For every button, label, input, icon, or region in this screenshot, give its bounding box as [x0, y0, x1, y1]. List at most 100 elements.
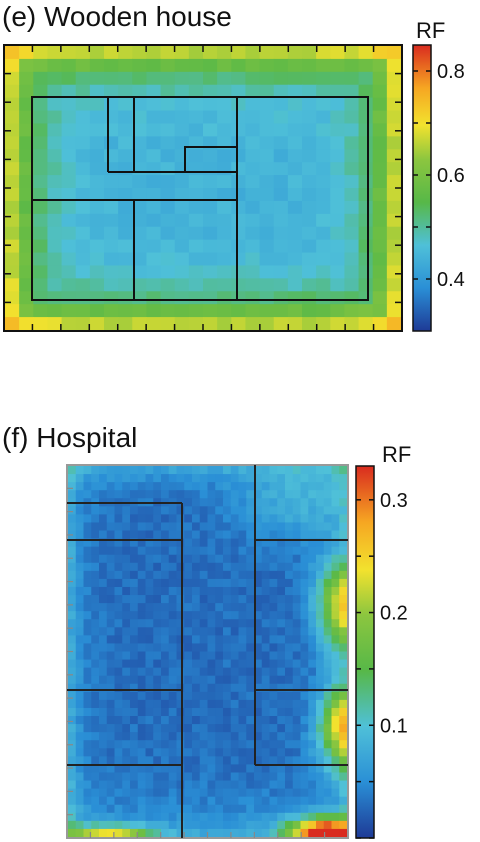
heatmap-cell [287, 265, 303, 279]
heatmap-cell [146, 291, 162, 305]
heatmap-cell [132, 71, 148, 86]
heatmap-cell [331, 627, 340, 636]
heatmap-cell [122, 466, 131, 475]
heatmap-cell [145, 691, 154, 701]
heatmap-cell [168, 788, 178, 798]
heatmap-cell [161, 732, 170, 741]
heatmap-cell [300, 724, 309, 733]
heatmap-cell [269, 707, 278, 717]
heatmap-cell [339, 586, 348, 596]
heatmap-cell [223, 667, 232, 677]
heatmap-cell [245, 239, 261, 254]
heatmap-cell [207, 659, 216, 669]
heatmap-cell [308, 643, 317, 653]
heatmap-cell [285, 740, 294, 749]
heatmap-cell [277, 514, 286, 524]
heatmap-cell [192, 651, 201, 661]
heatmap-cell [153, 828, 162, 838]
heatmap-cell [130, 667, 139, 677]
heatmap-cell [316, 71, 331, 86]
heatmap-cell [330, 188, 346, 202]
heatmap-cell [184, 498, 193, 507]
heatmap-cell [33, 123, 49, 137]
heatmap-cell [137, 619, 147, 628]
heatmap-cell [223, 482, 232, 491]
heatmap-cell [118, 304, 133, 318]
heatmap-cell [331, 772, 340, 782]
heatmap-cell [254, 772, 263, 782]
heatmap-cell [146, 123, 162, 137]
heatmap-cell [68, 675, 77, 685]
heatmap-cell [339, 699, 348, 709]
heatmap-cell [316, 538, 325, 548]
heatmap-cell [168, 482, 178, 491]
heatmap-cell [75, 707, 85, 717]
heatmap-cell [238, 562, 247, 572]
heatmap-cell [273, 226, 289, 241]
heatmap-cell [137, 691, 147, 701]
heatmap-cell [223, 562, 232, 572]
heatmap-cell [174, 226, 190, 241]
heatmap-cell [372, 97, 388, 112]
heatmap-cell [308, 748, 317, 757]
heatmap-cell [254, 804, 263, 814]
heatmap-cell [273, 291, 289, 305]
heatmap-cell [207, 546, 216, 556]
heatmap-cell [287, 175, 303, 189]
heatmap-cell [114, 796, 123, 806]
heatmap-cell [75, 58, 91, 73]
heatmap-cell [122, 554, 131, 564]
heatmap-cell [118, 162, 133, 176]
heatmap-cell [91, 756, 100, 766]
heatmap-cell [277, 586, 286, 596]
heatmap-cell [130, 796, 139, 806]
heatmap-cell [5, 239, 20, 254]
heatmap-cell [316, 586, 325, 596]
heatmap-cell [300, 651, 309, 661]
heatmap-cell [344, 84, 360, 99]
heatmap-cell [199, 530, 209, 540]
heatmap-cell [91, 538, 100, 548]
heatmap-cell [83, 570, 92, 580]
heatmap-cell [261, 707, 271, 717]
heatmap-cell [230, 546, 240, 556]
heatmap-cell [145, 683, 154, 693]
heatmap-cell [176, 756, 185, 766]
heatmap-cell [316, 691, 325, 701]
heatmap-cell [114, 651, 123, 661]
heatmap-cell [207, 756, 216, 766]
heatmap-cell [323, 538, 333, 548]
heatmap-cell [114, 764, 123, 774]
heatmap-cell [215, 748, 224, 757]
heatmap-cell [246, 812, 255, 822]
heatmap-cell [91, 578, 100, 588]
heatmap-cell [215, 716, 224, 725]
heatmap-cell [104, 252, 119, 267]
heatmap-cell [308, 732, 317, 741]
heatmap-cell [161, 740, 170, 749]
heatmap-cell [323, 530, 333, 540]
heatmap-cell [153, 570, 162, 580]
heatmap-cell [316, 175, 331, 189]
heatmap-cell [192, 562, 201, 572]
heatmap-cell [91, 772, 100, 782]
heatmap-cell [160, 162, 176, 176]
heatmap-cell [137, 780, 147, 790]
heatmap-cell [238, 780, 247, 790]
heatmap-cell [308, 530, 317, 540]
heatmap-cell [33, 46, 49, 60]
heatmap-cell [230, 506, 240, 515]
heatmap-cell [184, 546, 193, 556]
heatmap-cell [75, 291, 91, 305]
heatmap-cell [223, 538, 232, 548]
heatmap-cell [215, 562, 224, 572]
heatmap-cell [83, 578, 92, 588]
heatmap-cell [215, 530, 224, 540]
heatmap-cell [269, 595, 278, 604]
heatmap-cell [91, 643, 100, 653]
heatmap-cell [91, 595, 100, 604]
heatmap-cell [217, 200, 232, 215]
heatmap-cell [83, 554, 92, 564]
heatmap-cell [254, 611, 263, 620]
heatmap-cell [339, 498, 348, 507]
